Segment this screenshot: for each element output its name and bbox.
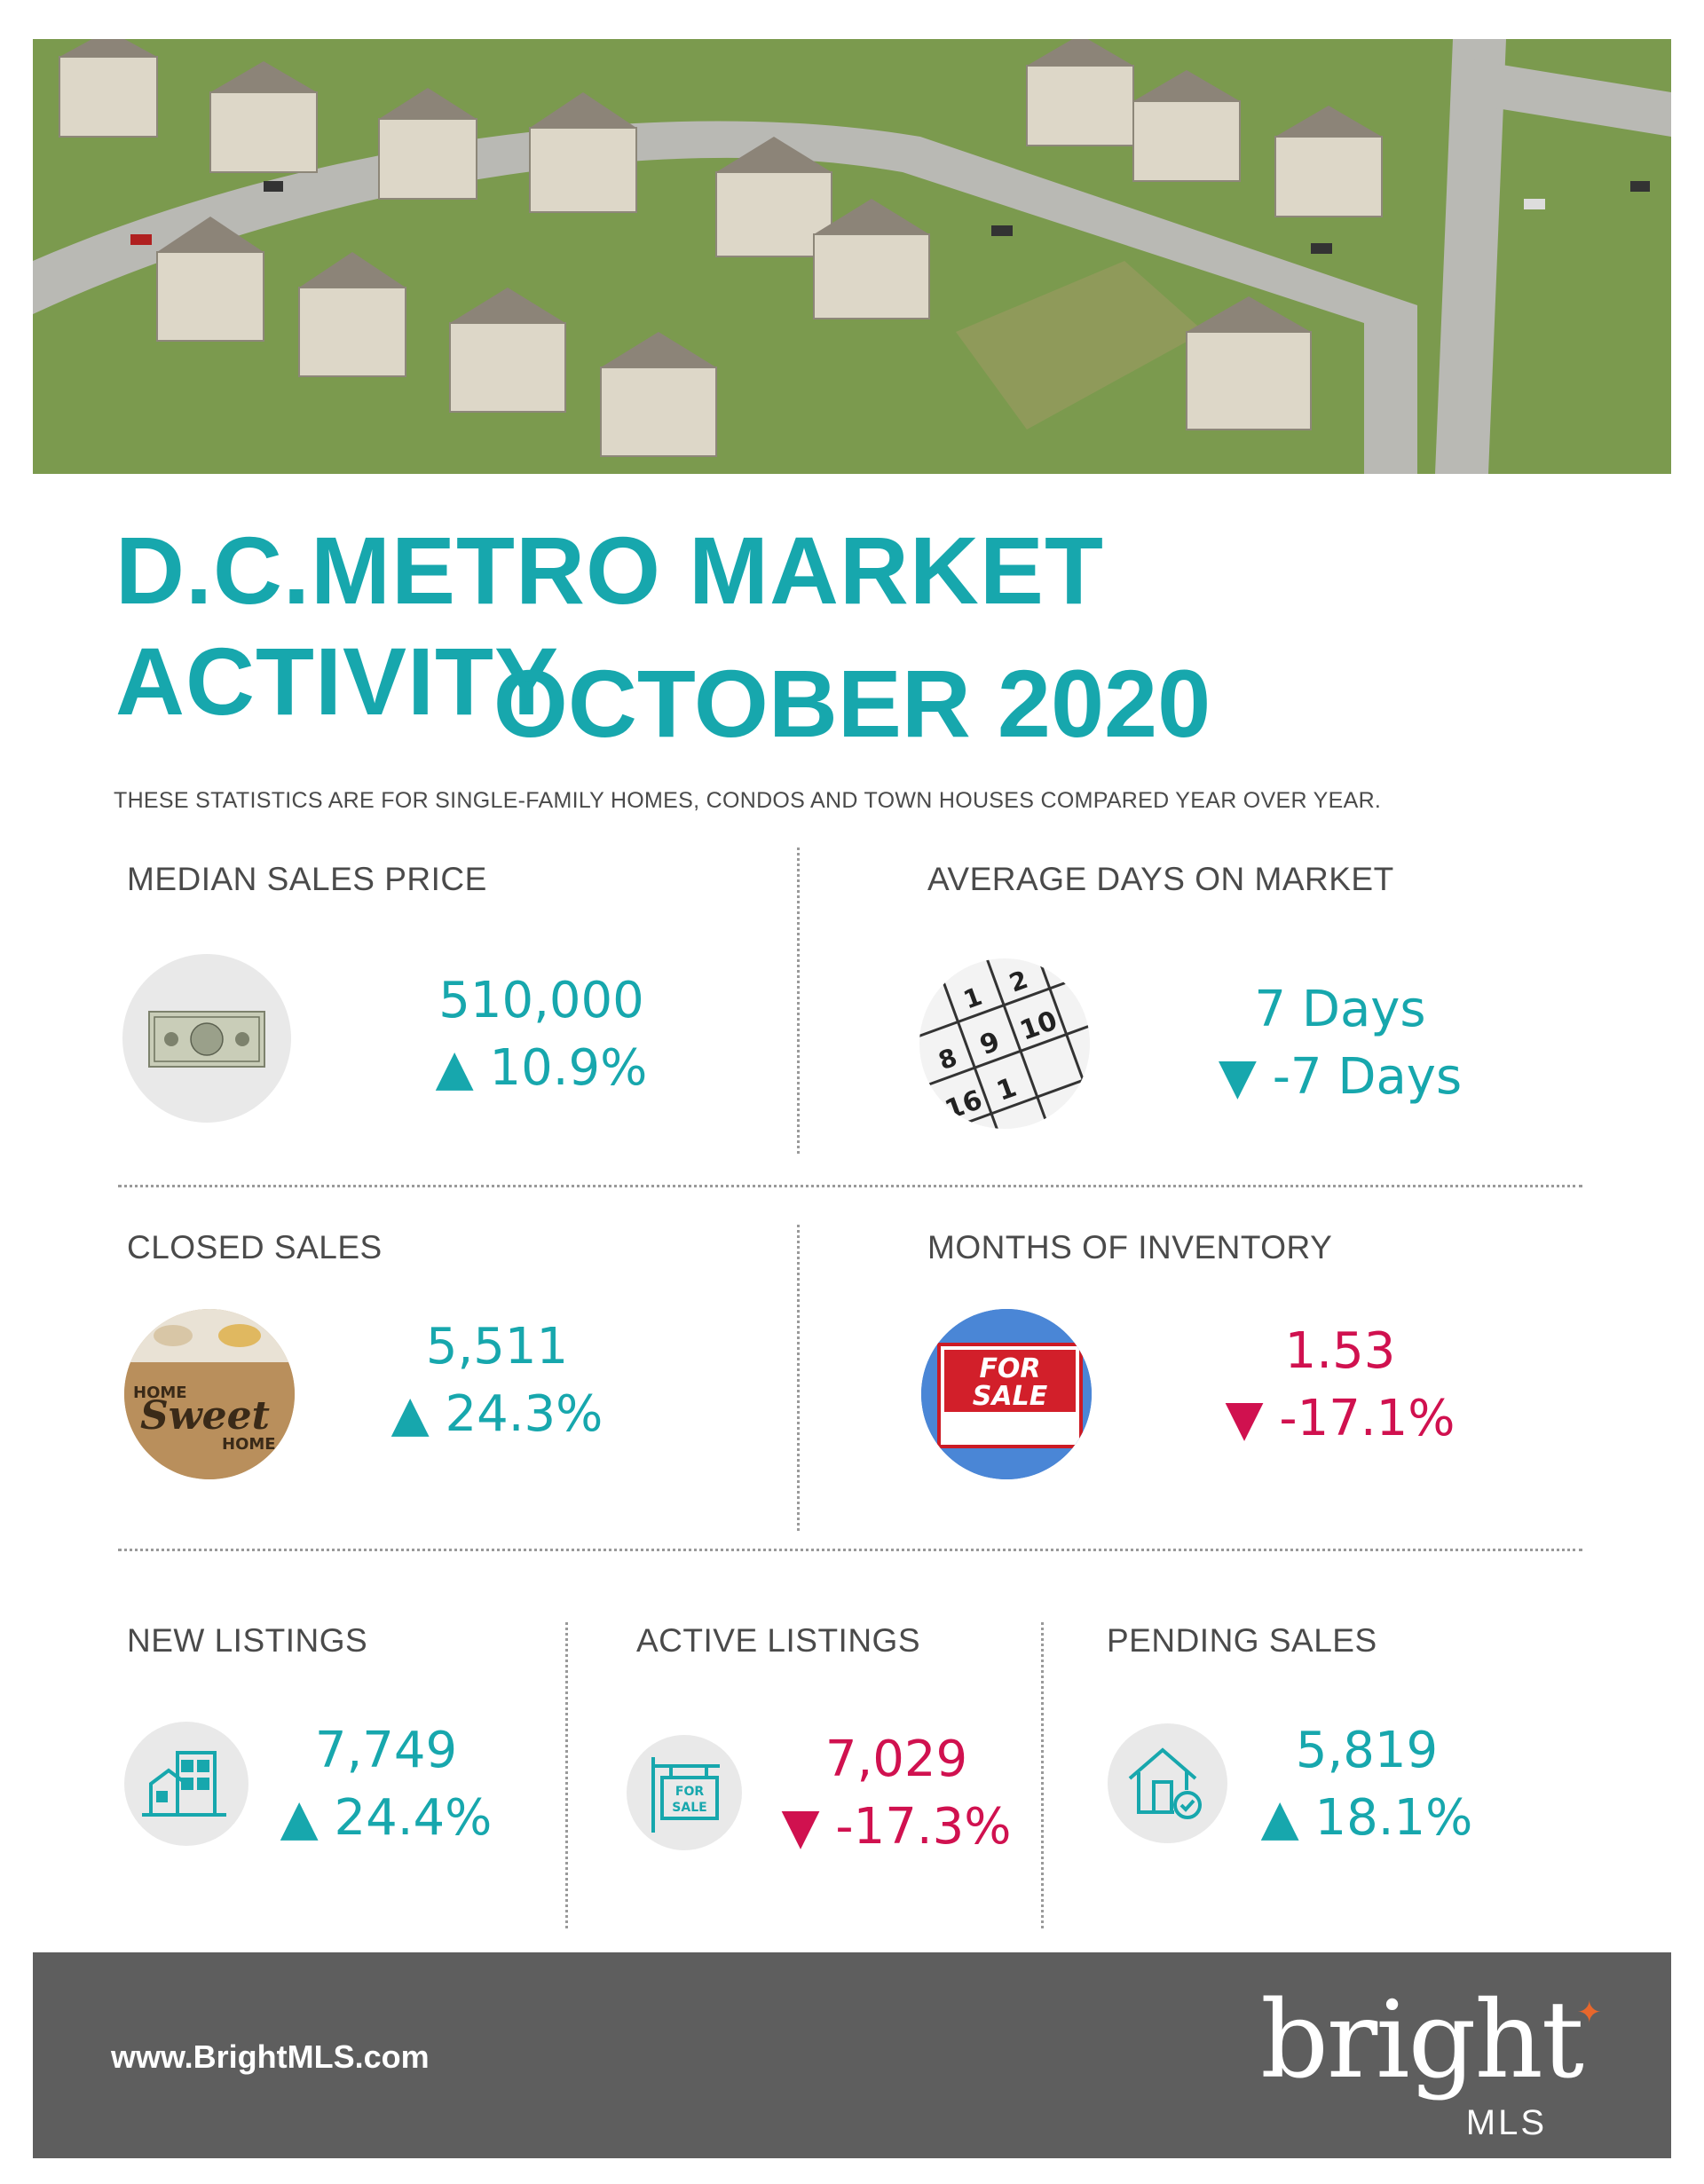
column-divider [1041, 1622, 1044, 1928]
statistics-note: THESE STATISTICS ARE FOR SINGLE-FAMILY H… [114, 788, 1382, 813]
for-sale-signpost-icon: FOR SALE [627, 1735, 742, 1850]
pending-sales-change: ▲ 18.1% [1260, 1788, 1473, 1847]
active-listings-label: ACTIVE LISTINGS [636, 1622, 921, 1659]
avg-days-on-market-change: ▼ -7 Days [1218, 1047, 1463, 1106]
hero-aerial-photo [33, 39, 1671, 474]
pending-sales-value: 5,819 ▲ 18.1% [1234, 1717, 1500, 1851]
new-listings-value: 7,749 ▲ 24.4% [253, 1717, 519, 1851]
active-listings-value: 7,029 ▼ -17.3% [763, 1726, 1030, 1860]
svg-text:2: 2 [1006, 965, 1032, 998]
column-divider [797, 848, 800, 1154]
page-title: D.C.METRO MARKET ACTIVITY [115, 516, 1104, 735]
closed-sales-value: 5,511 ▲ 24.3% [320, 1313, 674, 1447]
column-divider [797, 1225, 800, 1531]
page-subtitle-month: OCTOBER 2020 [493, 650, 1211, 757]
for-sale-text-for: FOR [979, 1353, 1040, 1384]
median-sales-price-label: MEDIAN SALES PRICE [127, 861, 487, 897]
svg-text:1: 1 [993, 1072, 1022, 1108]
closed-sales-change: ▲ 24.3% [390, 1384, 604, 1443]
for-sale-sign-icon: FOR SALE [921, 1309, 1092, 1479]
buildings-icon [124, 1722, 248, 1846]
avg-days-on-market-value: 7 Days ▼ -7 Days [1154, 976, 1526, 1110]
mat-text-home: HOME [133, 1384, 187, 1402]
footer-bar: www.BrightMLS.com bright ✦ MLS [33, 1952, 1671, 2158]
svg-text:1: 1 [959, 982, 986, 1015]
months-of-inventory-label: MONTHS OF INVENTORY [927, 1229, 1333, 1265]
logo-spark-icon: ✦ [1576, 1996, 1603, 2030]
website-link[interactable]: www.BrightMLS.com [111, 2038, 430, 2075]
new-listings-label: NEW LISTINGS [127, 1622, 368, 1659]
months-of-inventory-change: ▼ -17.1% [1225, 1389, 1456, 1447]
median-sales-price-amount: 510,000 [438, 972, 644, 1029]
closed-sales-amount: 5,511 [425, 1318, 569, 1376]
calendar-icon: 1 2 8 9 10 16 1 [919, 958, 1090, 1129]
home-sweet-home-mat-icon: HOME Sweet HOME [124, 1309, 295, 1479]
bright-logo: bright [1260, 1979, 1584, 2102]
new-listings-amount: 7,749 [314, 1722, 458, 1779]
signpost-text-for: FOR [675, 1785, 704, 1799]
svg-text:10: 10 [1016, 1005, 1061, 1047]
new-listings-change: ▲ 24.4% [280, 1788, 493, 1847]
active-listings-amount: 7,029 [824, 1731, 968, 1788]
median-sales-price-change: ▲ 10.9% [435, 1038, 648, 1097]
dollar-bill-icon [122, 954, 291, 1123]
avg-days-on-market-label: AVERAGE DAYS ON MARKET [927, 861, 1394, 897]
for-sale-text-sale: SALE [973, 1381, 1048, 1412]
mat-text-sweet: Sweet [140, 1393, 270, 1439]
median-sales-price-value: 510,000 ▲ 10.9% [355, 967, 728, 1101]
pending-sales-label: PENDING SALES [1107, 1622, 1377, 1659]
active-listings-change: ▼ -17.3% [781, 1797, 1012, 1856]
bright-logo-subtitle: MLS [1465, 2103, 1547, 2142]
svg-text:8: 8 [935, 1043, 961, 1076]
house-check-icon [1108, 1723, 1227, 1843]
svg-text:9: 9 [976, 1026, 1005, 1061]
svg-text:16: 16 [941, 1084, 986, 1126]
closed-sales-label: CLOSED SALES [127, 1229, 383, 1265]
signpost-text-sale: SALE [672, 1801, 706, 1815]
column-divider [565, 1622, 568, 1928]
pending-sales-amount: 5,819 [1295, 1722, 1439, 1779]
mat-text-home-2: HOME [222, 1435, 276, 1454]
months-of-inventory-amount: 1.53 [1284, 1322, 1396, 1380]
row-divider [118, 1549, 1582, 1551]
months-of-inventory-value: 1.53 ▼ -17.1% [1154, 1318, 1526, 1452]
row-divider [118, 1185, 1582, 1187]
avg-days-on-market-amount: 7 Days [1254, 981, 1426, 1038]
